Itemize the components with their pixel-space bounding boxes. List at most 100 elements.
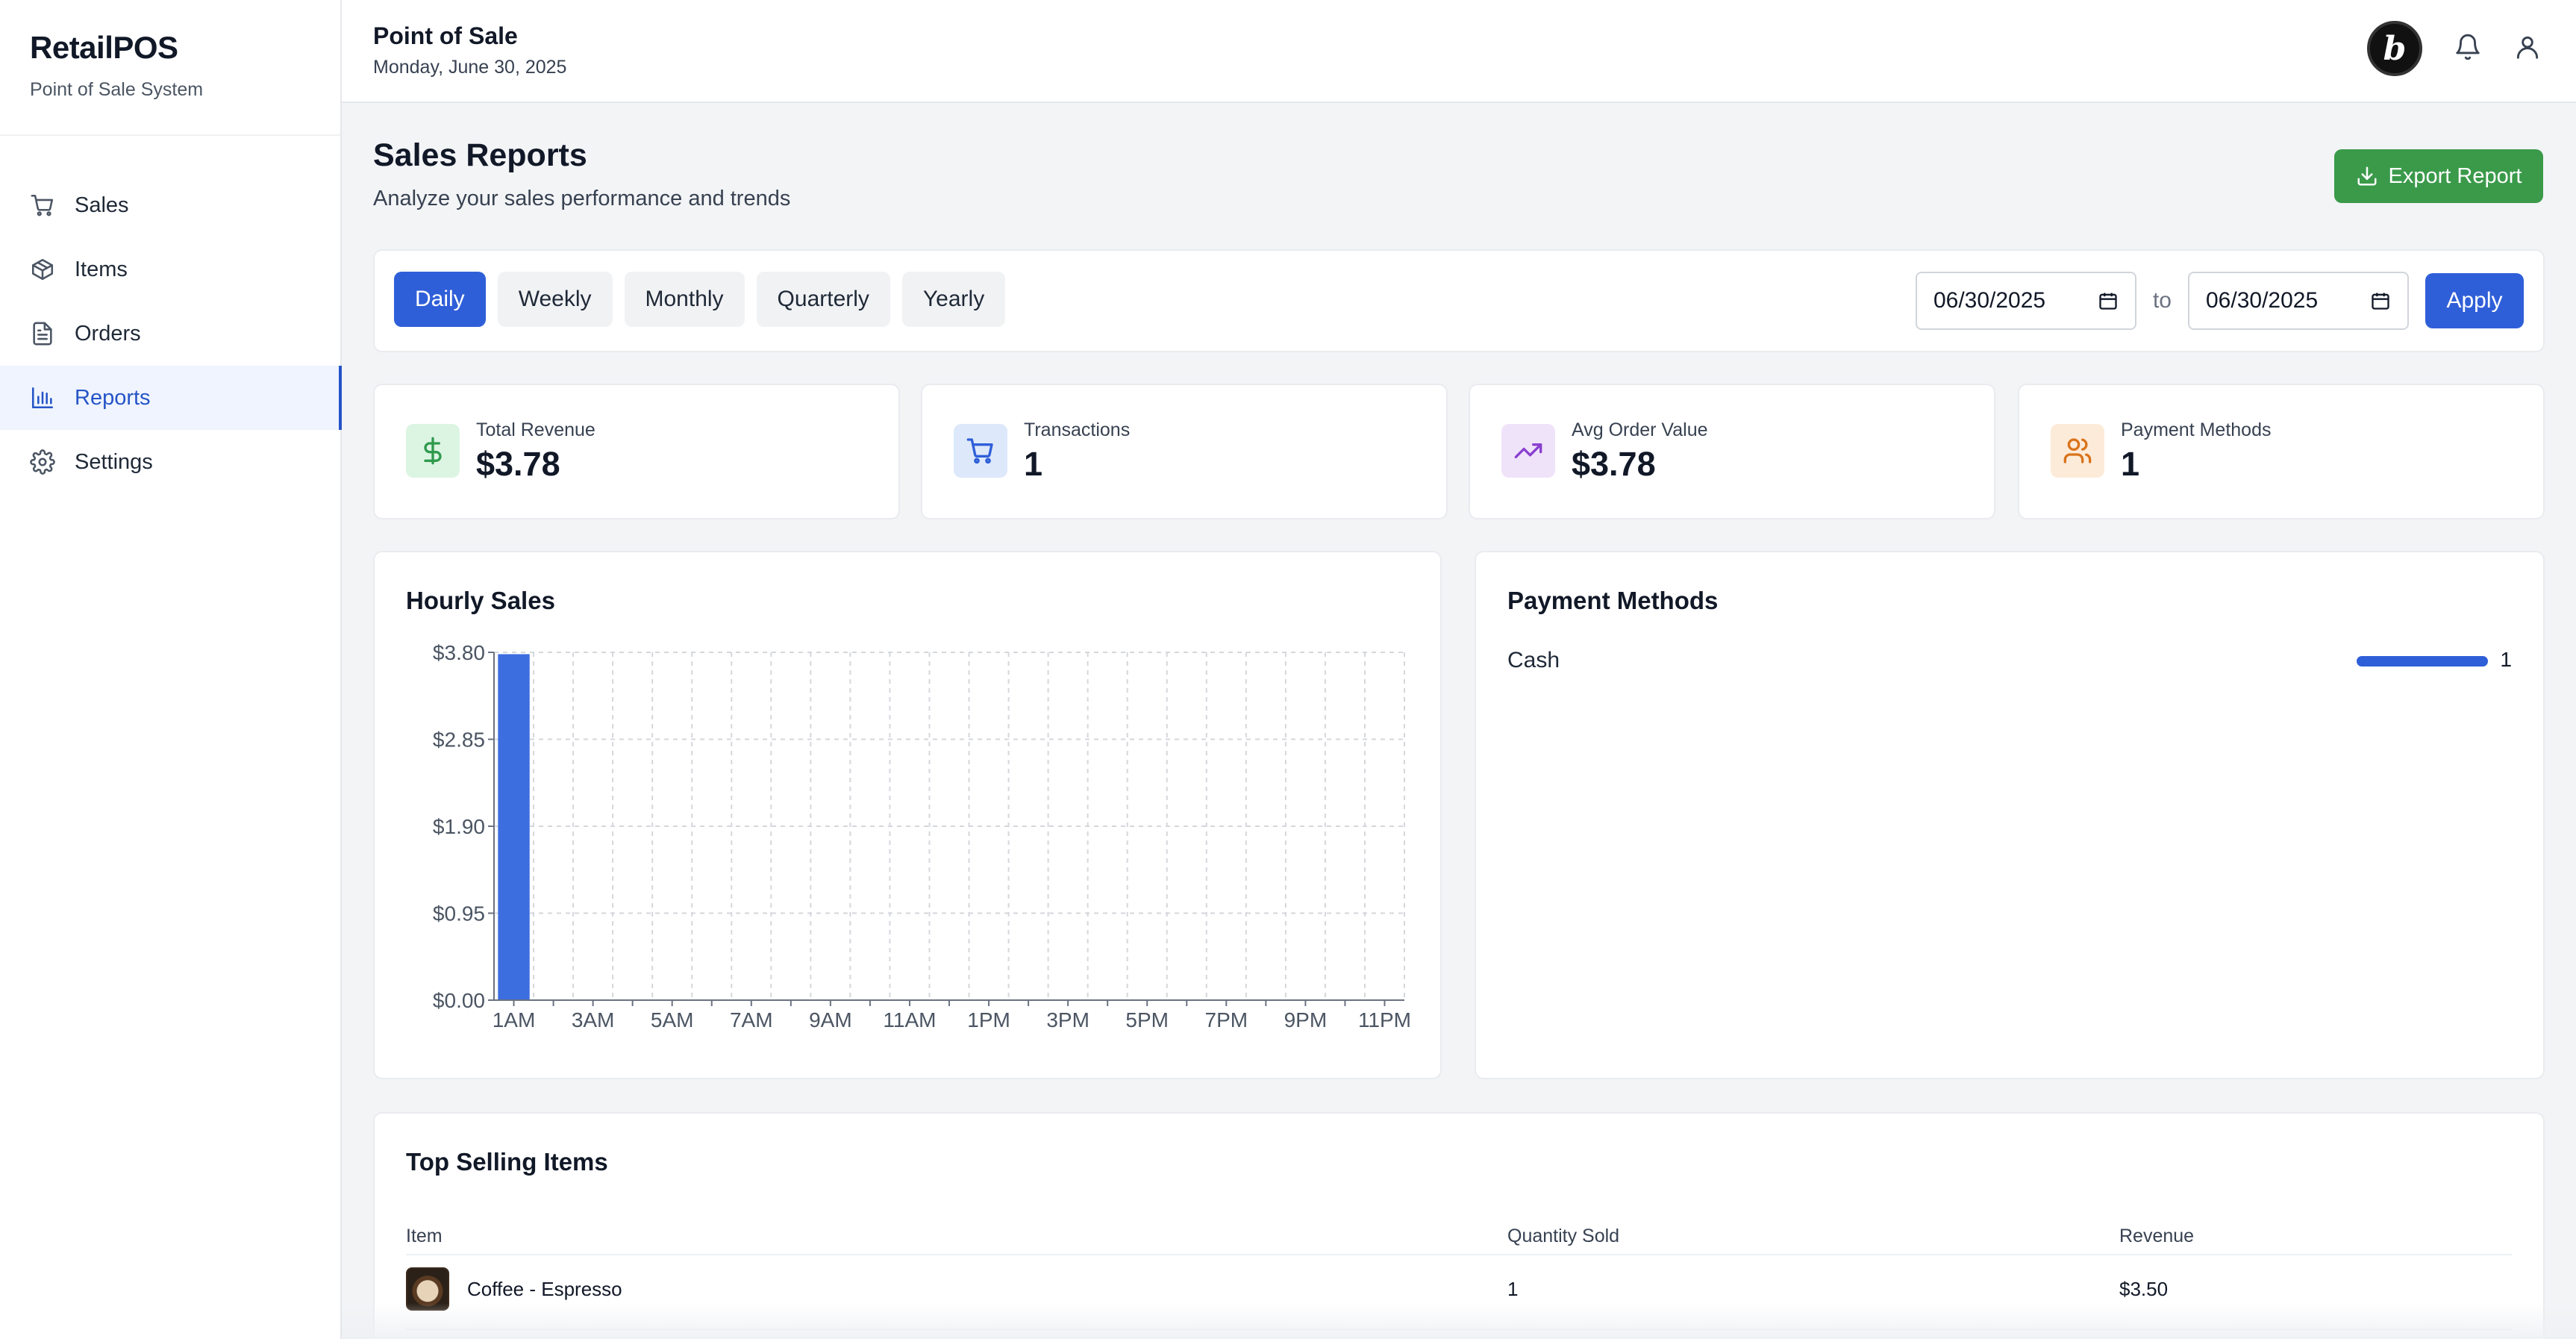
brand-logo[interactable]: b bbox=[2367, 21, 2422, 76]
column-header-quantity: Quantity Sold bbox=[1507, 1226, 1620, 1246]
bar-1AM bbox=[498, 654, 530, 1000]
y-tick-label: $0.00 bbox=[433, 989, 485, 1012]
page-title: Sales Reports bbox=[373, 137, 587, 173]
stat-value: $3.78 bbox=[1572, 445, 1656, 483]
x-tick-label: 11PM bbox=[1358, 1008, 1411, 1031]
sidebar-item-sales[interactable]: Sales bbox=[0, 173, 340, 237]
header-actions: b bbox=[2367, 21, 2542, 76]
item-name: Coffee - Espresso bbox=[467, 1278, 622, 1300]
y-tick-label: $3.80 bbox=[433, 641, 485, 664]
cart-icon bbox=[31, 194, 54, 216]
payment-method-bar-fill bbox=[2357, 656, 2488, 667]
stat-card-payment-methods: Payment Methods 1 bbox=[2018, 384, 2545, 519]
page-subtitle: Analyze your sales performance and trend… bbox=[373, 187, 791, 210]
sidebar-item-orders[interactable]: Orders bbox=[0, 302, 340, 366]
period-selector: Daily Weekly Monthly Quarterly Yearly bbox=[394, 272, 1006, 327]
main-content: Sales Reports Analyze your sales perform… bbox=[342, 103, 2576, 1339]
y-tick-label: $0.95 bbox=[433, 902, 485, 926]
x-tick-label: 1PM bbox=[967, 1008, 1010, 1031]
payment-methods-card: Payment Methods Cash 1 bbox=[1475, 551, 2545, 1079]
sidebar-item-label: Reports bbox=[75, 385, 151, 410]
app-subtitle: Point of Sale System bbox=[30, 79, 204, 100]
x-tick-label: 5AM bbox=[651, 1008, 694, 1031]
x-tick-label: 3PM bbox=[1046, 1008, 1090, 1031]
sidebar-item-items[interactable]: Items bbox=[0, 237, 340, 302]
period-quarterly-button[interactable]: Quarterly bbox=[756, 272, 890, 327]
x-tick-label: 7PM bbox=[1205, 1008, 1248, 1031]
date-to-input[interactable]: 06/30/2025 bbox=[2188, 272, 2409, 330]
date-from-input[interactable]: 06/30/2025 bbox=[1915, 272, 2136, 330]
date-range-separator: to bbox=[2152, 288, 2172, 313]
date-from-value: 06/30/2025 bbox=[1933, 288, 2046, 313]
stat-icon-box bbox=[406, 424, 460, 478]
period-monthly-button[interactable]: Monthly bbox=[624, 272, 745, 327]
top-selling-items-card: Top Selling Items Item Quantity Sold Rev… bbox=[373, 1112, 2545, 1339]
period-daily-button[interactable]: Daily bbox=[394, 272, 486, 327]
sidebar-item-label: Settings bbox=[75, 449, 153, 474]
stat-card-avg-order-value: Avg Order Value $3.78 bbox=[1469, 384, 1995, 519]
sidebar-nav: Sales Items Orders Reports Settings bbox=[0, 136, 342, 494]
column-header-revenue: Revenue bbox=[2119, 1226, 2195, 1246]
download-icon bbox=[2357, 166, 2377, 186]
sidebar: RetailPOS Point of Sale System Sales Ite… bbox=[0, 0, 342, 1339]
stat-icon-box bbox=[2051, 424, 2104, 478]
x-tick-label: 9AM bbox=[809, 1008, 852, 1031]
column-header-item: Item bbox=[406, 1226, 443, 1246]
stat-value: 1 bbox=[1024, 445, 1043, 483]
payment-method-row: Cash 1 bbox=[1507, 648, 2512, 678]
x-tick-label: 11AM bbox=[883, 1008, 936, 1031]
period-weekly-button[interactable]: Weekly bbox=[497, 272, 613, 327]
cart-icon bbox=[966, 438, 993, 464]
filter-bar: Daily Weekly Monthly Quarterly Yearly 06… bbox=[373, 249, 2545, 352]
period-yearly-button[interactable]: Yearly bbox=[901, 272, 1006, 327]
header-date: Monday, June 30, 2025 bbox=[373, 57, 567, 78]
user-menu-button[interactable] bbox=[2513, 33, 2542, 65]
hourly-sales-title: Hourly Sales bbox=[406, 587, 555, 614]
stat-label: Transactions bbox=[1024, 419, 1131, 440]
payment-method-count: 1 bbox=[2500, 648, 2512, 671]
export-report-button[interactable]: Export Report bbox=[2334, 149, 2543, 203]
sidebar-item-settings[interactable]: Settings bbox=[0, 430, 340, 494]
stat-value: 1 bbox=[2121, 445, 2140, 483]
stat-icon-box bbox=[954, 424, 1007, 478]
export-report-label: Export Report bbox=[2388, 163, 2522, 188]
hourly-sales-chart: $0.00 $0.95 $1.90 $2.85 $3.80 1AM 3AM 5AM 7AM 9AM… bbox=[433, 641, 1411, 1031]
app-name: RetailPOS bbox=[30, 30, 178, 65]
users-icon bbox=[2063, 438, 2092, 464]
payment-method-bar bbox=[2357, 656, 2488, 667]
stat-icon-box bbox=[1501, 424, 1555, 478]
hourly-sales-card: Hourly Sales $0.00 $0.95 $1.90 $2.85 $3.80 1A… bbox=[373, 551, 1442, 1079]
x-tick-label: 3AM bbox=[572, 1008, 615, 1031]
stat-card-transactions: Transactions 1 bbox=[921, 384, 1448, 519]
item-revenue: $3.50 bbox=[2119, 1278, 2169, 1300]
scroll-fade bbox=[342, 1303, 2576, 1339]
brand-logo-letter: b bbox=[2383, 29, 2407, 68]
sidebar-item-label: Orders bbox=[75, 321, 141, 346]
stat-label: Total Revenue bbox=[476, 419, 595, 440]
date-range: 06/30/2025 to 06/30/2025 Apply bbox=[1915, 272, 2524, 330]
apply-button[interactable]: Apply bbox=[2425, 273, 2524, 328]
x-tick-label: 7AM bbox=[730, 1008, 773, 1031]
x-tick-label: 5PM bbox=[1125, 1008, 1169, 1031]
y-tick-label: $1.90 bbox=[433, 815, 485, 838]
stat-label: Avg Order Value bbox=[1572, 419, 1708, 440]
stat-label: Payment Methods bbox=[2121, 419, 2272, 440]
user-icon bbox=[2516, 36, 2539, 59]
trending-up-icon bbox=[1514, 443, 1542, 458]
payment-methods-title: Payment Methods bbox=[1507, 587, 1719, 614]
dollar-icon bbox=[424, 437, 442, 465]
brand: RetailPOS Point of Sale System bbox=[0, 0, 340, 136]
x-tick-label: 1AM bbox=[493, 1008, 536, 1031]
document-icon bbox=[33, 322, 52, 346]
date-to-value: 06/30/2025 bbox=[2206, 288, 2319, 313]
stat-card-total-revenue: Total Revenue $3.78 bbox=[373, 384, 900, 519]
gear-icon bbox=[30, 449, 55, 475]
payment-method-label: Cash bbox=[1507, 648, 1560, 672]
calendar-icon bbox=[2099, 293, 2117, 310]
x-tick-label: 9PM bbox=[1284, 1008, 1328, 1031]
notifications-button[interactable] bbox=[2454, 33, 2482, 65]
y-tick-label: $2.85 bbox=[433, 728, 485, 752]
calendar-icon bbox=[2372, 293, 2389, 310]
sidebar-item-reports[interactable]: Reports bbox=[0, 366, 342, 430]
table-header-divider bbox=[406, 1254, 2512, 1255]
